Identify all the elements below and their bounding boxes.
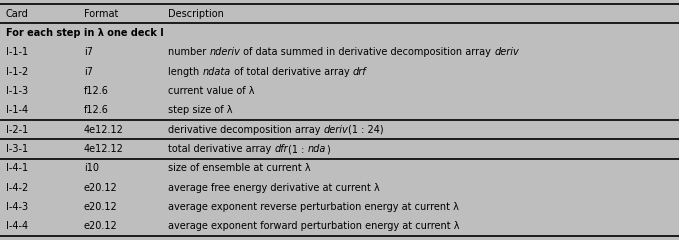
Text: e20.12: e20.12 bbox=[84, 202, 117, 212]
Text: ): ) bbox=[326, 144, 329, 154]
Text: (1 :: (1 : bbox=[288, 144, 308, 154]
Text: 4e12.12: 4e12.12 bbox=[84, 144, 124, 154]
Text: deriv: deriv bbox=[494, 47, 519, 57]
Text: I-4-2: I-4-2 bbox=[6, 183, 29, 193]
Text: nderiv: nderiv bbox=[209, 47, 240, 57]
Text: e20.12: e20.12 bbox=[84, 183, 117, 193]
Text: Format: Format bbox=[84, 9, 118, 19]
Text: f12.6: f12.6 bbox=[84, 105, 109, 115]
Text: of data summed in derivative decomposition array: of data summed in derivative decompositi… bbox=[240, 47, 494, 57]
Text: size of ensemble at current λ: size of ensemble at current λ bbox=[168, 163, 310, 173]
Text: current value of λ: current value of λ bbox=[168, 86, 255, 96]
Text: I-4-4: I-4-4 bbox=[6, 221, 28, 231]
Text: i10: i10 bbox=[84, 163, 99, 173]
Text: drf: drf bbox=[352, 67, 366, 77]
Text: derivative decomposition array: derivative decomposition array bbox=[168, 125, 324, 135]
Text: I-1-1: I-1-1 bbox=[6, 47, 28, 57]
Text: nda: nda bbox=[308, 144, 326, 154]
Text: I-4-1: I-4-1 bbox=[6, 163, 28, 173]
Text: I-2-1: I-2-1 bbox=[6, 125, 29, 135]
Text: e20.12: e20.12 bbox=[84, 221, 117, 231]
Text: total derivative array: total derivative array bbox=[168, 144, 274, 154]
Text: ndata: ndata bbox=[202, 67, 231, 77]
Text: I-3-1: I-3-1 bbox=[6, 144, 28, 154]
Text: of total derivative array: of total derivative array bbox=[231, 67, 352, 77]
Text: i7: i7 bbox=[84, 67, 93, 77]
Text: 4e12.12: 4e12.12 bbox=[84, 125, 124, 135]
Text: f12.6: f12.6 bbox=[84, 86, 109, 96]
Text: deriv: deriv bbox=[324, 125, 348, 135]
Text: I-4-3: I-4-3 bbox=[6, 202, 28, 212]
Text: average free energy derivative at current λ: average free energy derivative at curren… bbox=[168, 183, 380, 193]
Text: I-1-4: I-1-4 bbox=[6, 105, 28, 115]
Text: Card: Card bbox=[6, 9, 29, 19]
Text: For each step in λ one deck I: For each step in λ one deck I bbox=[6, 28, 164, 38]
Text: I-1-3: I-1-3 bbox=[6, 86, 28, 96]
Text: Description: Description bbox=[168, 9, 224, 19]
Text: length: length bbox=[168, 67, 202, 77]
Text: average exponent reverse perturbation energy at current λ: average exponent reverse perturbation en… bbox=[168, 202, 459, 212]
Text: step size of λ: step size of λ bbox=[168, 105, 232, 115]
Text: i7: i7 bbox=[84, 47, 93, 57]
Text: average exponent forward perturbation energy at current λ: average exponent forward perturbation en… bbox=[168, 221, 460, 231]
Text: (1 : 24): (1 : 24) bbox=[348, 125, 384, 135]
Text: number: number bbox=[168, 47, 209, 57]
Text: dfr: dfr bbox=[274, 144, 288, 154]
Text: I-1-2: I-1-2 bbox=[6, 67, 29, 77]
